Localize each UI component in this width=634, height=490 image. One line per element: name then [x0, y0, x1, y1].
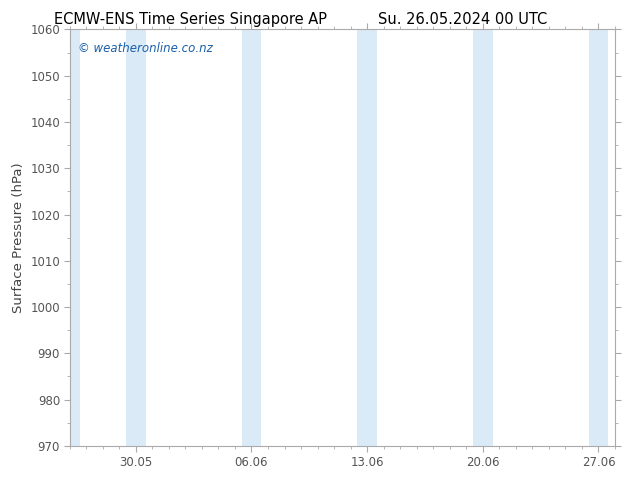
Bar [126, 29, 146, 446]
Bar [473, 29, 493, 446]
Text: © weatheronline.co.nz: © weatheronline.co.nz [78, 42, 212, 55]
Text: ECMW-ENS Time Series Singapore AP: ECMW-ENS Time Series Singapore AP [54, 12, 327, 27]
Bar [588, 29, 609, 446]
Bar [242, 29, 261, 446]
Bar [357, 29, 377, 446]
Bar [60, 29, 80, 446]
Y-axis label: Surface Pressure (hPa): Surface Pressure (hPa) [11, 162, 25, 313]
Text: Su. 26.05.2024 00 UTC: Su. 26.05.2024 00 UTC [378, 12, 547, 27]
